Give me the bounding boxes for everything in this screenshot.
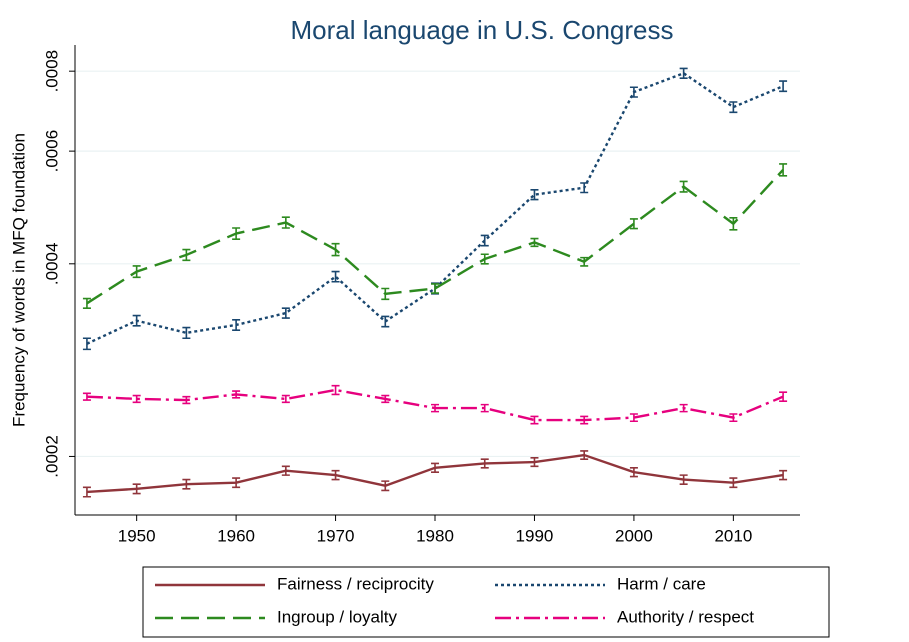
error-bar	[779, 163, 788, 177]
error-bar	[431, 462, 440, 473]
legend-label: Fairness / reciprocity	[277, 574, 434, 593]
error-bar	[82, 297, 91, 309]
y-tick-label: .0006	[42, 130, 61, 173]
x-tick-label: 1990	[516, 526, 554, 545]
error-bar	[82, 486, 91, 498]
legend-label: Ingroup / loyalty	[277, 607, 398, 626]
error-bar	[480, 403, 489, 413]
error-bar	[331, 242, 340, 257]
x-tick-label: 1980	[416, 526, 454, 545]
error-bar	[779, 391, 788, 402]
error-bar	[331, 384, 340, 396]
x-tick-label: 2010	[714, 526, 752, 545]
error-bar	[779, 80, 788, 93]
error-bar	[331, 270, 340, 283]
error-bar	[729, 413, 738, 423]
chart-title: Moral language in U.S. Congress	[291, 15, 674, 45]
error-bar	[530, 457, 539, 468]
x-tick-label: 2000	[615, 526, 653, 545]
error-bar	[580, 415, 589, 425]
error-bar	[232, 319, 241, 331]
error-bar	[580, 450, 589, 461]
error-bar	[182, 395, 191, 405]
error-bar	[431, 283, 440, 294]
error-bar	[679, 180, 688, 193]
error-bar	[679, 67, 688, 80]
error-bar	[281, 465, 290, 476]
error-bar	[629, 413, 638, 423]
series-line	[86, 71, 784, 345]
x-tick-label: 1950	[118, 526, 156, 545]
error-bar	[182, 478, 191, 490]
y-tick-label: .0002	[42, 435, 61, 478]
error-bar	[132, 314, 141, 327]
error-bar	[232, 390, 241, 399]
y-axis-label: Frequency of words in MFQ foundation	[9, 133, 28, 427]
error-bar	[480, 234, 489, 247]
error-bar	[82, 337, 91, 351]
x-tick-label: 1970	[317, 526, 355, 545]
error-bar	[530, 189, 539, 201]
error-bar	[381, 287, 390, 301]
error-bar	[182, 248, 191, 262]
error-bar	[132, 483, 141, 495]
series-line	[86, 168, 784, 305]
error-bar	[232, 227, 241, 241]
y-tick-label: .0008	[42, 50, 61, 93]
error-bar	[729, 477, 738, 489]
error-bar	[281, 394, 290, 404]
error-bar	[530, 415, 539, 425]
error-bar	[281, 307, 290, 319]
error-bar	[580, 182, 589, 194]
error-bar	[679, 474, 688, 485]
legend-label: Authority / respect	[617, 607, 754, 626]
error-bar	[232, 477, 241, 489]
error-bar	[580, 256, 589, 267]
error-bar	[281, 216, 290, 229]
error-bar	[629, 218, 638, 230]
error-bar	[431, 403, 440, 413]
error-bar	[82, 392, 91, 401]
error-bar	[132, 265, 141, 279]
error-bar	[729, 217, 738, 231]
error-bar	[779, 469, 788, 481]
series-line	[86, 453, 784, 494]
error-bar	[679, 403, 688, 413]
error-bar	[182, 326, 191, 340]
error-bar	[530, 237, 539, 248]
x-tick-label: 1960	[217, 526, 255, 545]
error-bar	[132, 394, 141, 404]
error-bar	[480, 253, 489, 265]
error-bar	[331, 469, 340, 481]
error-bar	[381, 394, 390, 404]
legend-label: Harm / care	[617, 574, 706, 593]
error-bar	[629, 86, 638, 98]
error-bar	[480, 458, 489, 469]
error-bar	[381, 480, 390, 492]
error-bar	[729, 101, 738, 114]
y-tick-label: .0004	[42, 243, 61, 286]
error-bar	[381, 315, 390, 328]
legend-box	[142, 566, 830, 638]
error-bar	[629, 466, 638, 478]
